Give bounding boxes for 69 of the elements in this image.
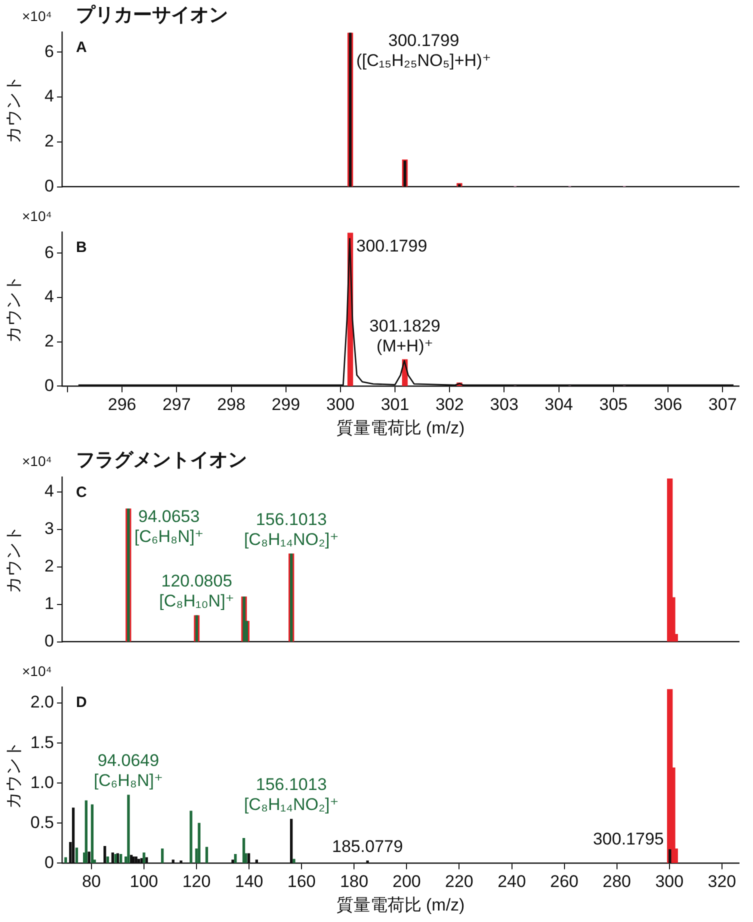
annotation: A [76, 39, 87, 56]
y-tick-label: 0 [44, 852, 54, 872]
x-tick-label: 300 [326, 395, 355, 414]
x-tick-label: 302 [435, 395, 464, 414]
y-tick-label: 4 [44, 287, 54, 306]
y-tick-label: 0 [44, 376, 54, 395]
x-tick-label: 160 [287, 872, 316, 892]
text: ×10⁴ [22, 208, 52, 224]
x-tick-label: 297 [162, 395, 191, 414]
x-tick-label: 299 [272, 395, 300, 414]
x-tick-label: 304 [544, 395, 574, 414]
y-tick-label: 0 [44, 176, 54, 196]
x-tick-label: 80 [82, 872, 101, 892]
annotation: 94.0649 [C₆H₈N]⁺ [94, 751, 163, 790]
y-tick-label: 2 [44, 556, 54, 576]
y-tick-label: 0.5 [30, 812, 54, 832]
y-axis-title: カウント [4, 275, 23, 344]
text: ×10⁴ [22, 453, 52, 469]
chart-title: フラグメントイオン [76, 450, 247, 471]
x-tick-label: 240 [498, 872, 526, 892]
x-tick-label: 307 [708, 395, 737, 414]
x-tick-label: 298 [217, 395, 246, 414]
annotation: 185.0779 [332, 836, 403, 856]
y-tick-label: 2.0 [30, 692, 54, 712]
y-tick-label: 2 [44, 332, 54, 351]
y-tick-label: 0 [44, 631, 54, 650]
x-tick-label: 306 [654, 395, 682, 414]
y-tick-label: 3 [44, 519, 54, 538]
y-tick-label: 2 [44, 132, 54, 151]
annotation: 301.1829 (M+H)⁺ [369, 316, 440, 356]
y-axis-title: カウント [4, 741, 23, 810]
annotation: 156.1013 [C₈H₁₄NO₂]⁺ [244, 510, 339, 549]
y-tick-label: 6 [44, 42, 54, 61]
x-tick-label: 301 [380, 395, 410, 414]
text: ×10⁴ [22, 8, 52, 24]
x-tick-label: 260 [550, 872, 578, 892]
x-tick-label: 300 [655, 872, 684, 892]
annotation: 300.1799 ([C₁₅H₂₅NO₅]+H)⁺ [356, 31, 492, 70]
chart-title: プリカーサイオン [76, 4, 228, 26]
y-tick-label: 1.0 [30, 772, 54, 792]
x-tick-label: 305 [599, 395, 628, 414]
annotation: B [76, 239, 87, 256]
x-tick-label: 220 [445, 872, 474, 892]
annotation: 156.1013 [C₈H₁₄NO₂]⁺ [244, 775, 339, 814]
y-tick-label: 4 [44, 86, 54, 106]
x-tick-label: 280 [602, 872, 632, 892]
x-tick-label: 140 [234, 872, 264, 892]
annotation: 300.1795 [592, 830, 664, 849]
x-tick-label: 180 [340, 872, 368, 892]
x-tick-label: 296 [108, 395, 136, 414]
x-tick-label: 320 [708, 872, 736, 892]
annotation: C [76, 484, 87, 501]
x-tick-label: 200 [392, 872, 421, 892]
x-axis-title: 質量電荷比 (m/z) [336, 895, 465, 914]
annotation: 94.0653 [C₆H₈N]⁺ [134, 506, 204, 546]
y-axis-title: カウント [4, 525, 23, 594]
x-tick-label: 303 [490, 395, 518, 414]
y-tick-label: 1.5 [30, 732, 54, 752]
x-tick-label: 120 [182, 872, 211, 892]
text: ×10⁴ [22, 663, 52, 679]
annotation: 120.0805 [C₈H₁₀N]⁺ [159, 572, 234, 611]
x-axis-title: 質量電荷比 (m/z) [336, 418, 465, 438]
y-axis-title: カウント [4, 75, 23, 144]
y-tick-label: 6 [44, 242, 54, 262]
y-tick-label: 4 [44, 482, 54, 501]
y-tick-label: 1 [44, 594, 54, 614]
annotation: D [76, 694, 87, 711]
x-tick-label: 100 [130, 872, 158, 892]
annotation: 300.1799 [356, 236, 428, 256]
